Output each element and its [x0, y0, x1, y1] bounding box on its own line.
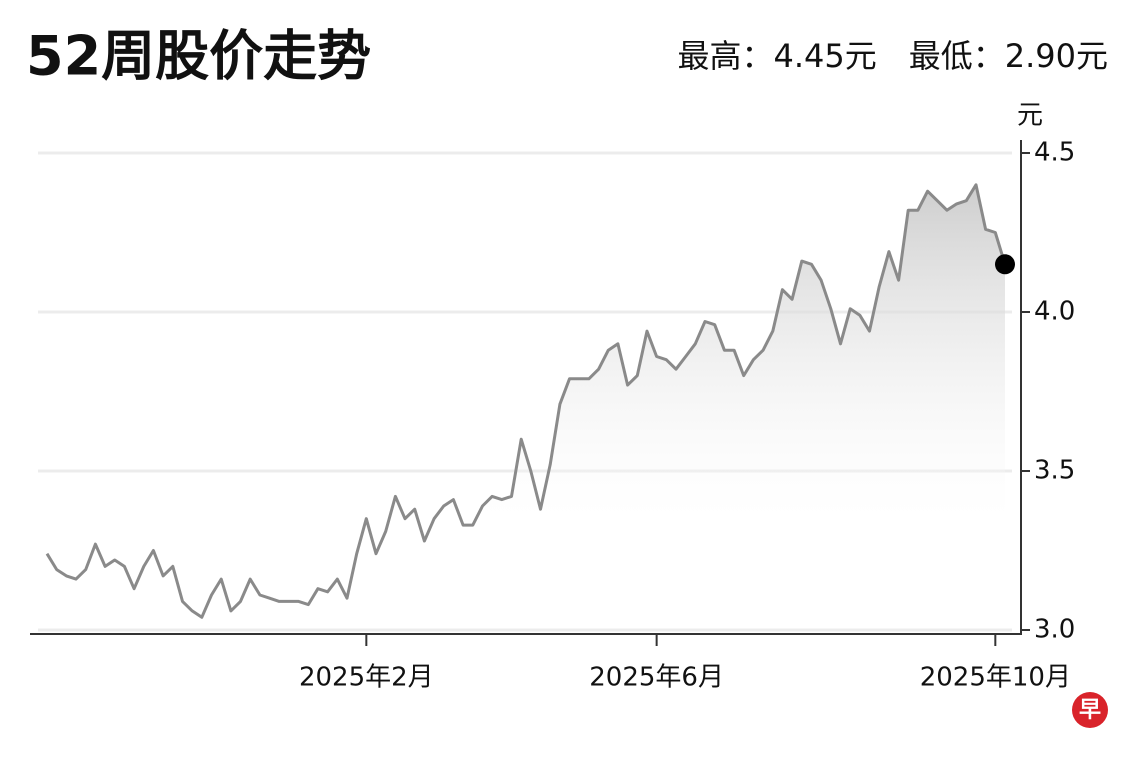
area: [47, 184, 1005, 631]
logo-text: 早: [1079, 698, 1101, 723]
x-tick-label: 2025年2月: [299, 663, 434, 693]
end-marker: [995, 254, 1015, 275]
y-tick-label: 3.0: [1034, 615, 1075, 645]
y-tick-label: 4.5: [1034, 138, 1075, 168]
y-tick-label: 4.0: [1034, 297, 1075, 327]
x-tick-label: 2025年10月: [920, 663, 1071, 693]
logo-badge: [1072, 692, 1108, 728]
y-axis-label: 元: [1017, 101, 1043, 131]
y-tick-label: 3.5: [1034, 456, 1075, 486]
line: [45, 183, 1007, 619]
chart-subtitle: 最高：4.45元 最低：2.90元: [677, 37, 1108, 75]
chart-title: 52周股价走势: [26, 25, 371, 88]
x-tick-label: 2025年6月: [589, 663, 724, 693]
